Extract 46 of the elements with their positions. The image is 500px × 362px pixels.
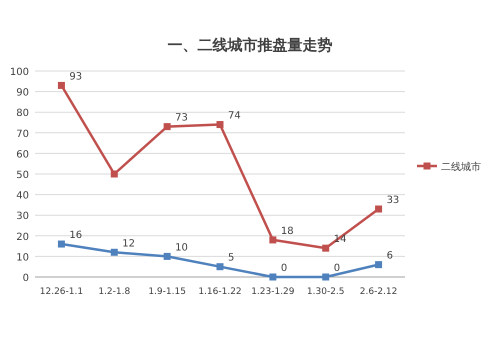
- y-tick-label: 60: [16, 149, 29, 160]
- point: [58, 240, 65, 248]
- data-label: 0: [280, 263, 288, 274]
- point: [269, 236, 276, 244]
- x-tick-label: 1.30-2.5: [306, 287, 345, 297]
- x-tick-label: 12.26-1.1: [40, 287, 84, 297]
- data-label: 18: [280, 226, 294, 237]
- y-tick-label: 50: [16, 170, 29, 181]
- point: [375, 206, 382, 213]
- x-tick-label: 2.6-2.12: [360, 287, 398, 297]
- legend-label: 二线城市: [441, 161, 481, 173]
- data-label: 5: [228, 252, 234, 264]
- point: [269, 274, 276, 280]
- point: [58, 82, 65, 89]
- data-label: 93: [69, 71, 82, 82]
- data-label: 73: [175, 112, 188, 124]
- point: [216, 121, 224, 128]
- point: [322, 274, 330, 280]
- chart-title: 一、二线城市推盘量走势: [168, 36, 332, 54]
- data-label: 16: [69, 230, 82, 242]
- x-tick-label: 1.16-1.22: [198, 287, 242, 297]
- data-label: 6: [386, 250, 393, 262]
- y-tick-label: 90: [16, 88, 29, 99]
- point: [375, 261, 382, 268]
- data-label: 33: [386, 195, 400, 206]
- point: [164, 123, 171, 130]
- x-tick-label: 1.23-1.29: [251, 287, 295, 297]
- x-tick-label: 1.2-1.8: [98, 287, 130, 297]
- y-tick-label: 40: [16, 190, 29, 202]
- x-tick-label: 1.9-1.15: [148, 287, 186, 297]
- y-tick-label: 20: [16, 232, 29, 243]
- data-label: 10: [175, 242, 188, 254]
- data-label: 74: [228, 110, 241, 122]
- data-label: 12: [122, 238, 136, 250]
- y-tick-label: 80: [16, 108, 29, 120]
- y-tick-label: 10: [16, 252, 29, 264]
- point: [110, 248, 118, 256]
- y-tick-label: 0: [22, 273, 29, 284]
- point: [216, 263, 224, 270]
- y-tick-label: 30: [16, 211, 29, 222]
- point: [110, 170, 118, 178]
- point: [164, 252, 171, 260]
- point: [322, 244, 330, 252]
- y-tick-label: 70: [16, 128, 29, 140]
- data-label: 0: [334, 263, 340, 274]
- y-tick-label: 100: [10, 67, 29, 78]
